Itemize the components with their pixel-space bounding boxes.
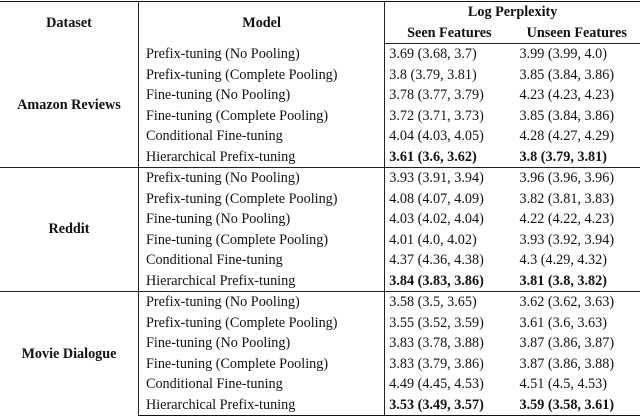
unseen-value: 3.82 (3.81, 3.83) — [519, 190, 615, 207]
model-name: Hierarchical Prefix-tuning — [137, 146, 385, 168]
model-name: Prefix-tuning (Complete Pooling) — [137, 188, 385, 209]
unseen-value: 3.99 (3.99, 4.0) — [519, 46, 607, 63]
table-row: Hierarchical Prefix-tuning 3.61 (3.6, 3.6… — [0, 146, 640, 168]
model-name: Fine-tuning (Complete Pooling) — [137, 229, 385, 250]
unseen-header: Unseen Features — [513, 22, 640, 44]
seen-value: 4.08 (4.07, 4.09) — [384, 188, 514, 209]
unseen-value: 3.93 (3.92, 3.94) — [519, 231, 615, 248]
dataset-header: Dataset — [0, 1, 139, 44]
seen-value: 3.53 (3.49, 3.57) — [384, 394, 514, 416]
dataset-label: Amazon Reviews — [17, 97, 121, 114]
table-row: Fine-tuning (No Pooling) 3.78 (3.77, 3.79… — [0, 85, 640, 106]
dataset-group: Amazon Reviews Prefix-tuning (No Pooling)… — [0, 43, 640, 168]
table-row: Hierarchical Prefix-tuning 3.84 (3.83, 3.… — [0, 270, 640, 292]
model-name: Conditional Fine-tuning — [137, 250, 385, 271]
model-name: Prefix-tuning (No Pooling) — [137, 43, 385, 65]
table-row: Conditional Fine-tuning 4.04 (4.03, 4.05)… — [0, 126, 640, 147]
model-name: Prefix-tuning (Complete Pooling) — [137, 312, 385, 333]
model-name: Fine-tuning (No Pooling) — [137, 333, 385, 354]
model-header: Model — [137, 1, 385, 44]
unseen-value: 4.51 (4.5, 4.53) — [519, 376, 607, 393]
dataset-label: Reddit — [0, 167, 139, 292]
seen-value: 3.61 (3.6, 3.62) — [384, 146, 514, 168]
unseen-value: 3.59 (3.58, 3.61) — [513, 394, 640, 416]
unseen-value: 3.61 (3.6, 3.63) — [519, 314, 607, 331]
unseen-value: 4.22 (4.22, 4.23) — [519, 211, 615, 228]
seen-value: 3.72 (3.71, 3.73) — [384, 105, 514, 126]
dataset-group: Movie Dialogue Prefix-tuning (No Pooling)… — [0, 291, 640, 416]
model-name: Prefix-tuning (No Pooling) — [137, 291, 385, 313]
model-name: Fine-tuning (No Pooling) — [137, 209, 385, 230]
seen-value: 3.78 (3.77, 3.79) — [384, 85, 514, 106]
seen-value: 4.01 (4.0, 4.02) — [384, 229, 514, 250]
seen-value: 3.69 (3.68, 3.7) — [384, 43, 514, 65]
seen-value: 4.03 (4.02, 4.04) — [384, 209, 514, 230]
unseen-value: 3.85 (3.84, 3.86) — [519, 107, 615, 124]
table-row: Amazon Reviews Prefix-tuning (No Pooling)… — [0, 43, 640, 112]
unseen-value: 4.28 (4.27, 4.29) — [519, 128, 615, 145]
seen-value: 3.93 (3.91, 3.94) — [384, 167, 514, 189]
table-row: Conditional Fine-tuning 4.49 (4.45, 4.53)… — [0, 374, 640, 395]
model-name: Fine-tuning (Complete Pooling) — [137, 105, 385, 126]
subheader-row: Seen Features Unseen Features — [0, 22, 640, 44]
unseen-value: 3.62 (3.62, 3.63) — [513, 291, 640, 313]
seen-value: 3.83 (3.79, 3.86) — [384, 353, 514, 374]
model-name: Conditional Fine-tuning — [137, 126, 385, 147]
table-row: Fine-tuning (Complete Pooling) 3.72 (3.71… — [0, 105, 640, 126]
table-row: Fine-tuning (No Pooling) 4.03 (4.02, 4.04… — [0, 209, 640, 230]
model-name: Fine-tuning (Complete Pooling) — [137, 353, 385, 374]
model-name: Prefix-tuning (No Pooling) — [137, 167, 385, 189]
unseen-value: 3.96 (3.96, 3.96) — [513, 167, 640, 189]
unseen-value: 4.3 (4.29, 4.32) — [519, 252, 607, 269]
unseen-value: 3.85 (3.84, 3.86) — [519, 66, 615, 83]
table-row: Conditional Fine-tuning 4.37 (4.36, 4.38)… — [0, 250, 640, 271]
seen-value: 3.8 (3.79, 3.81) — [384, 64, 514, 85]
table-row: Prefix-tuning (Complete Pooling) 4.08 (4.… — [0, 188, 640, 209]
table-row: Fine-tuning (Complete Pooling) 3.83 (3.79… — [0, 353, 640, 374]
unseen-value: 3.8 (3.79, 3.81) — [519, 148, 607, 165]
seen-value: 4.04 (4.03, 4.05) — [384, 126, 514, 147]
dataset-group: Reddit Prefix-tuning (No Pooling) 3.93 (3.… — [0, 167, 640, 292]
model-name: Fine-tuning (No Pooling) — [137, 85, 385, 106]
model-name: Prefix-tuning (Complete Pooling) — [137, 64, 385, 85]
unseen-value: 3.87 (3.86, 3.88) — [519, 355, 615, 372]
seen-value: 4.37 (4.36, 4.38) — [384, 250, 514, 271]
metric-header: Log Perplexity — [384, 1, 640, 23]
model-name: Hierarchical Prefix-tuning — [137, 394, 385, 416]
table-row: Prefix-tuning (Complete Pooling) 3.8 (3.7… — [0, 64, 640, 85]
unseen-value: 3.81 (3.8, 3.82) — [519, 272, 607, 289]
table-row: Fine-tuning (Complete Pooling) 4.01 (4.0,… — [0, 229, 640, 250]
table-row: Fine-tuning (No Pooling) 3.83 (3.78, 3.88… — [0, 333, 640, 354]
unseen-value: 3.87 (3.86, 3.87) — [519, 335, 615, 352]
seen-value: 4.49 (4.45, 4.53) — [384, 374, 514, 395]
table-row: Reddit Prefix-tuning (No Pooling) 3.93 (3.… — [0, 167, 640, 292]
table-row: Prefix-tuning (Complete Pooling) 3.55 (3.… — [0, 312, 640, 333]
seen-value: 3.83 (3.78, 3.88) — [384, 333, 514, 354]
header-row: Dataset Model Log Perplexity — [0, 1, 640, 44]
model-name: Hierarchical Prefix-tuning — [137, 270, 385, 292]
seen-header: Seen Features — [384, 22, 514, 44]
seen-value: 3.55 (3.52, 3.59) — [384, 312, 514, 333]
table-row: Movie Dialogue Prefix-tuning (No Pooling)… — [0, 291, 640, 416]
seen-value: 3.58 (3.5, 3.65) — [384, 291, 514, 313]
seen-value: 3.84 (3.83, 3.86) — [384, 270, 514, 292]
dataset-label: Movie Dialogue — [0, 291, 139, 416]
unseen-value: 4.23 (4.23, 4.23) — [519, 87, 615, 104]
model-name: Conditional Fine-tuning — [137, 374, 385, 395]
